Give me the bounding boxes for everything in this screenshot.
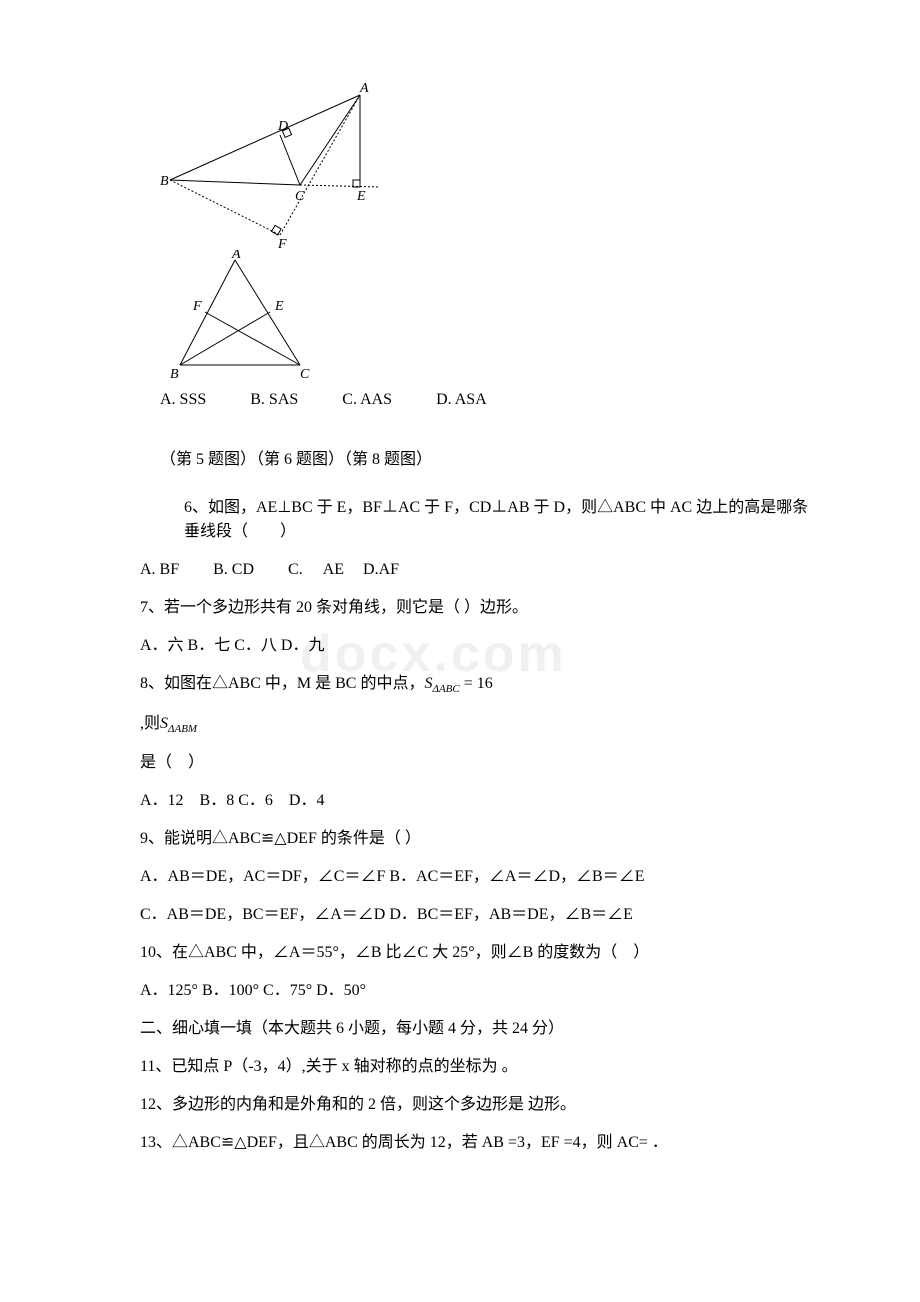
q7-answers: A．六 B．七 C．八 D．九 — [140, 634, 820, 658]
fig1-label-C: C — [295, 189, 305, 204]
q6-opt-C: C. AE — [288, 561, 344, 578]
fig2-label-F: F — [192, 299, 202, 314]
q9-text: 9、能说明△ABC≌△DEF 的条件是（ ） — [140, 827, 820, 851]
figure-2-svg: A B C E F — [160, 250, 320, 380]
q9-line2: C．AB＝DE，BC＝EF，∠A＝∠D D．BC＝EF，AB＝DE，∠B＝∠E — [140, 903, 820, 927]
q8-text1: 8、如图在△ABC 中，M 是 BC 的中点， — [140, 675, 424, 692]
q11-text: 11、已知点 P（-3，4）,关于 x 轴对称的点的坐标为 。 — [140, 1055, 820, 1079]
q10-text: 10、在△ABC 中，∠A＝55°，∠B 比∠C 大 25°，则∠B 的度数为（… — [140, 941, 820, 965]
fig1-label-B: B — [160, 174, 169, 189]
q8-text2: ,则 — [140, 715, 160, 732]
q5-opt-A: A. SSS — [160, 388, 206, 412]
figures-block: A B C D E F A B C E F A. SSS B. SAS C. A… — [160, 80, 820, 412]
q8-formula1-eq: = 16 — [460, 675, 493, 692]
q6-text: 6、如图，AE⊥BC 于 E，BF⊥AC 于 F，CD⊥AB 于 D，则△ABC… — [140, 496, 820, 544]
fig1-label-D: D — [277, 119, 288, 134]
q6-opt-B: B. CD — [213, 561, 254, 578]
fig2-label-C: C — [300, 367, 310, 380]
q8-answers: A．12 B．8 C．6 D．4 — [140, 789, 820, 813]
q8-line1: 8、如图在△ABC 中，M 是 BC 的中点，SΔABC = 16 — [140, 672, 820, 698]
q8-formula2-s: S — [160, 715, 168, 732]
q6-opt-A: A. BF — [140, 561, 179, 578]
q12-text: 12、多边形的内角和是外角和的 2 倍，则这个多边形是 边形。 — [140, 1093, 820, 1117]
q8-formula2-sub: ΔABM — [168, 723, 197, 735]
fig2-label-B: B — [170, 367, 179, 380]
q13-text: 13、△ABC≌△DEF，且△ABC 的周长为 12，若 AB =3，EF =4… — [140, 1131, 820, 1155]
q6-answers: A. BF B. CD C. AE D.AF — [140, 558, 820, 582]
section2-header: 二、细心填一填（本大题共 6 小题，每小题 4 分，共 24 分） — [140, 1017, 820, 1041]
figure-captions: （第 5 题图）（第 6 题图）（第 8 题图） — [160, 448, 820, 472]
fig2-label-A: A — [231, 250, 241, 262]
fig1-label-E: E — [356, 189, 366, 204]
q8-line2: ,则SΔABM — [140, 712, 820, 738]
q7-text: 7、若一个多边形共有 20 条对角线，则它是（ ）边形。 — [140, 596, 820, 620]
q5-opt-D: D. ASA — [436, 388, 487, 412]
q6-opt-D: D.AF — [363, 561, 399, 578]
figure-1-svg: A B C D E F — [160, 80, 420, 250]
q5-opt-C: C. AAS — [342, 388, 392, 412]
q10-answers: A．125° B．100° C．75° D．50° — [140, 979, 820, 1003]
q8-formula1-sub: ΔABC — [432, 683, 459, 695]
q8-text3: 是（ ） — [140, 751, 820, 775]
q5-answers: A. SSS B. SAS C. AAS D. ASA — [160, 388, 820, 412]
fig1-label-A: A — [359, 81, 369, 96]
fig2-label-E: E — [274, 299, 284, 314]
fig1-label-F: F — [277, 237, 287, 250]
q9-line1: A．AB＝DE，AC＝DF，∠C＝∠F B．AC＝EF，∠A＝∠D，∠B＝∠E — [140, 865, 820, 889]
q5-opt-B: B. SAS — [250, 388, 298, 412]
